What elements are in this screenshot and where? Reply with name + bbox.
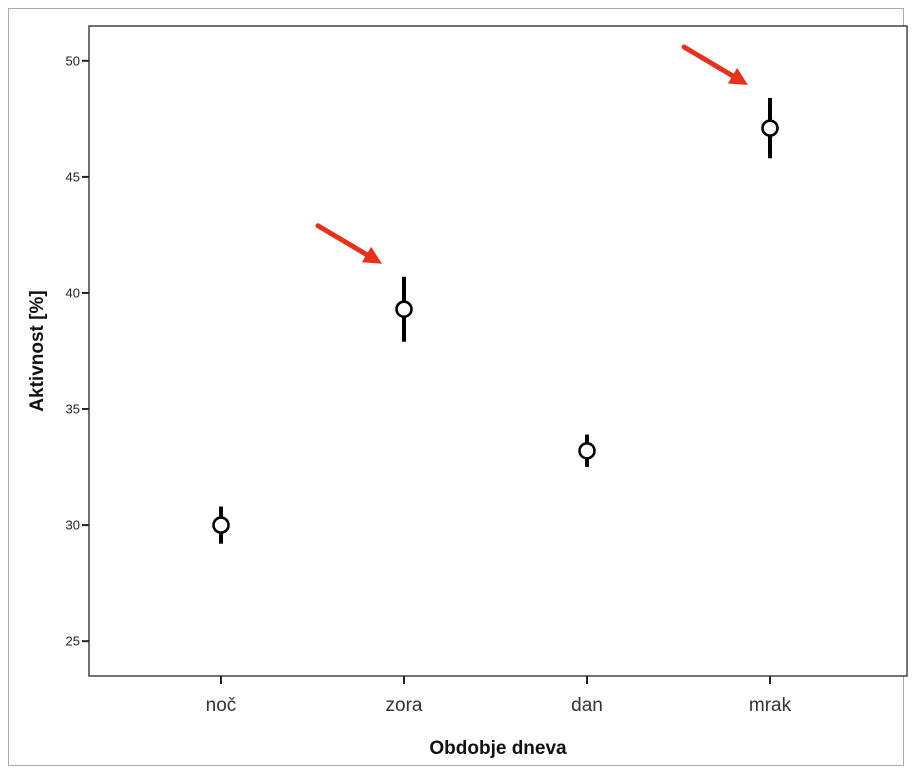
- annotation-arrow-mrak: [681, 44, 748, 85]
- annotation-arrow-zora: [315, 223, 382, 264]
- x-axis: noč zora dan mrak: [206, 676, 792, 716]
- x-tick-label: mrak: [749, 695, 792, 716]
- y-tick-label: 50: [66, 53, 80, 68]
- y-tick-label: 25: [66, 634, 80, 649]
- point-marker: [395, 300, 413, 319]
- y-tick-label: 40: [66, 285, 80, 300]
- x-tick-label: noč: [206, 695, 237, 716]
- x-tick-label: dan: [571, 695, 603, 716]
- data-point-2: [578, 434, 596, 468]
- y-tick-label: 45: [66, 169, 80, 184]
- arrow-head: [727, 68, 748, 85]
- point-marker: [212, 516, 230, 534]
- arrow-shaft: [315, 223, 370, 258]
- data-point-1: [395, 276, 413, 342]
- annotation-arrows: [315, 44, 748, 264]
- y-axis-title: Aktivnost [%]: [27, 290, 48, 411]
- y-tick-label: 35: [66, 402, 80, 417]
- y-axis: 25 30 35 40 45 50: [66, 53, 89, 649]
- arrow-head: [361, 246, 382, 264]
- data-point-0: [212, 506, 230, 544]
- data-point-3: [761, 97, 779, 159]
- y-tick-label: 30: [66, 518, 80, 533]
- plot-area: [88, 25, 908, 677]
- x-tick-label: zora: [386, 695, 423, 716]
- point-marker: [578, 442, 596, 460]
- point-marker: [761, 119, 779, 137]
- x-axis-title: Obdobje dneva: [429, 738, 567, 759]
- arrow-shaft: [681, 44, 736, 79]
- data-points: [212, 97, 779, 544]
